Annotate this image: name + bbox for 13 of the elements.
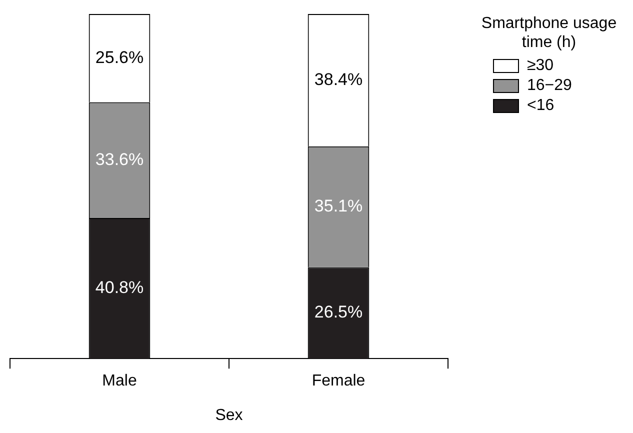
x-axis-title: Sex	[215, 406, 243, 424]
text: ≥30	[527, 57, 554, 75]
legend-title: Smartphone usage time (h)	[480, 14, 618, 52]
data-label: 38.4%	[314, 70, 363, 89]
data-label: 26.5%	[314, 302, 363, 322]
legend-label: 16−29	[527, 77, 572, 95]
legend-label: <16	[527, 97, 554, 115]
data-label: 33.6%	[95, 150, 144, 169]
data-label: 25.6%	[95, 48, 144, 67]
data-label: 40.8%	[95, 278, 144, 297]
x-tick-label: Male	[102, 372, 137, 390]
x-tick-label: Female	[312, 372, 366, 390]
data-label: 35.1%	[314, 196, 363, 216]
